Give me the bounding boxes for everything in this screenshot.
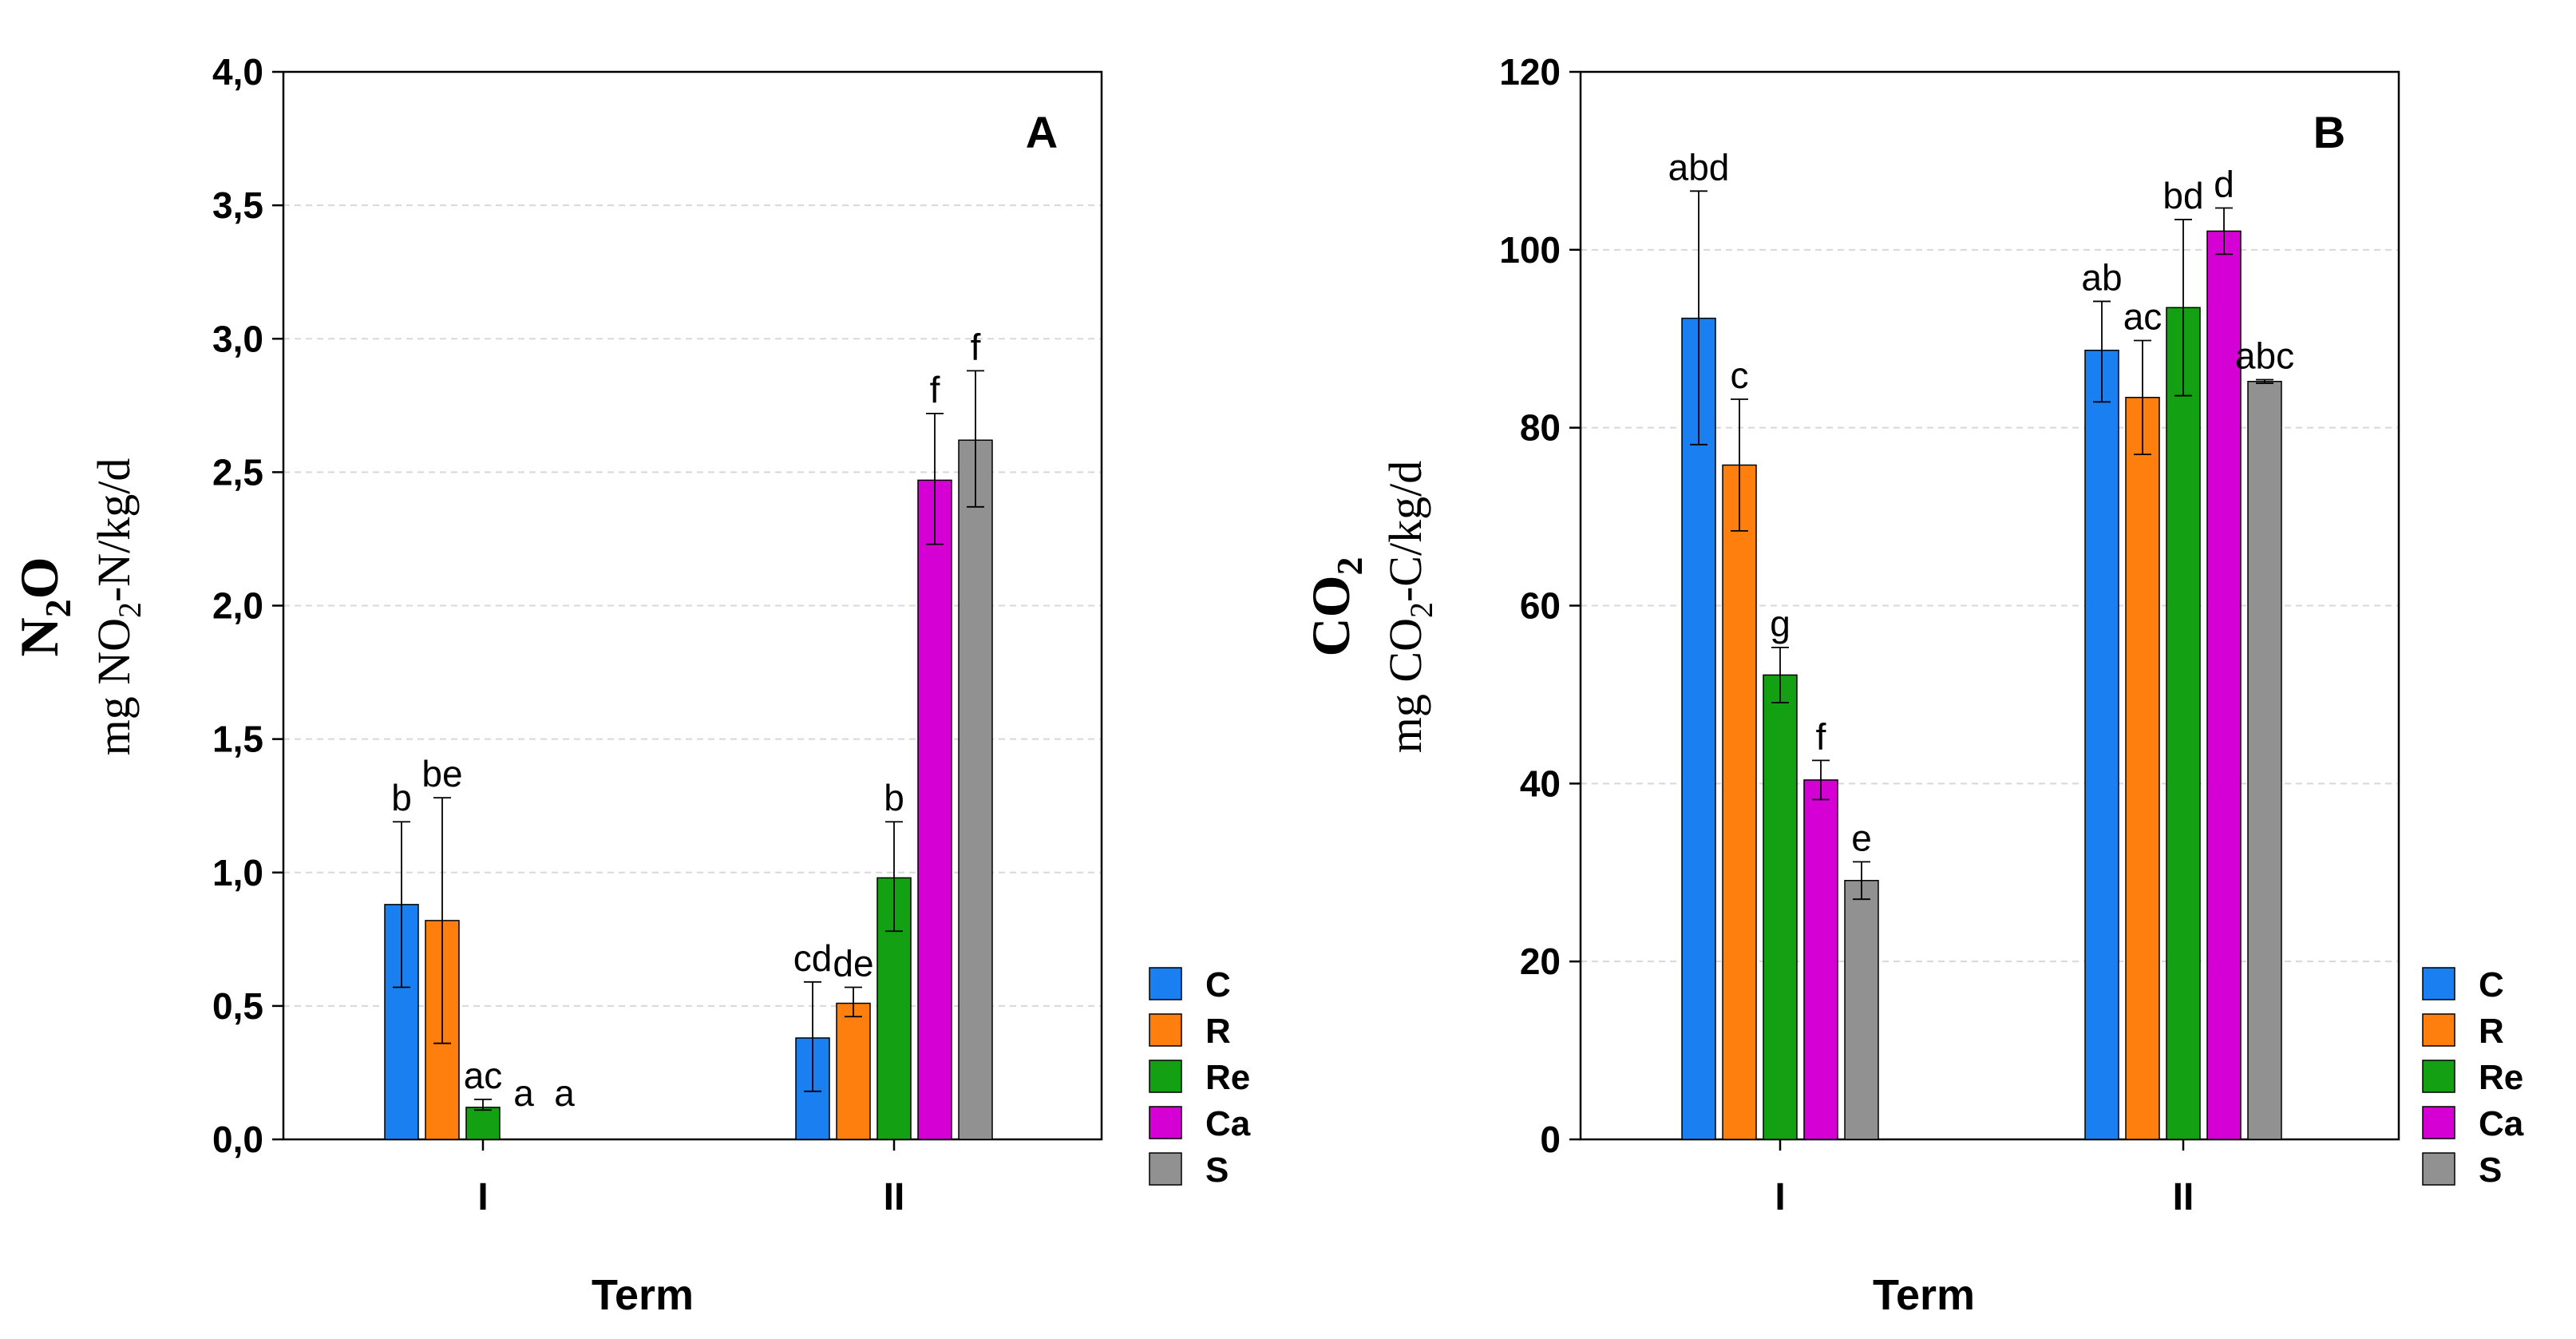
y-axis-unit-post: -C/kg/d [1379,461,1431,602]
legend-swatch-c [1149,967,1182,1000]
x-axis-title: Term [1873,1271,1975,1319]
y-axis-title-sub: 2 [1329,557,1370,576]
y-axis-unit-post: -N/kg/d [88,458,140,602]
y-axis-unit-sub: 2 [1403,602,1439,618]
legend-label-ca: Ca [1205,1104,1251,1143]
bar-s-i [1844,880,1879,1140]
legend-swatch-ca [1149,1106,1182,1139]
y-tick-label: 3,0 [212,318,263,359]
y-axis-title-main: CO [1300,576,1361,657]
legend-swatch-re [2422,1060,2455,1093]
legend-label-r: R [1205,1012,1231,1051]
bar-c-i [1681,317,1716,1140]
bar-ca-ii [917,479,952,1140]
legend-label-r: R [2479,1012,2504,1051]
significance-letter: f [971,326,981,367]
legend-swatch-c [2422,967,2455,1000]
bar-r-ii [2125,397,2160,1140]
significance-letter: abc [2235,335,2294,377]
y-axis-title: N2O [9,557,78,656]
y-tick-label: 2,5 [212,451,263,493]
y-axis-title: CO2 [1300,557,1370,657]
y-axis-unit: mg CO2-C/kg/d [1379,461,1439,753]
significance-letter: a [513,1072,534,1114]
y-tick-label: 0 [1540,1119,1561,1160]
y-axis-title-sub: 2 [38,599,78,617]
legend: CR Re Ca S [2422,965,2524,1190]
legend-swatch-r [2422,1013,2455,1047]
legend-label-re: Re [2479,1058,2523,1097]
significance-letter: g [1770,603,1791,644]
significance-letter: f [930,369,940,410]
bar-c-ii [2084,349,2119,1140]
bar-s-ii [958,439,993,1140]
bar-ca-i [1803,779,1838,1140]
bar-ca-ii [2206,230,2242,1140]
y-tick-label: 4,0 [212,51,263,93]
bar-r-i [1722,464,1757,1140]
y-tick-label: 1,5 [212,719,263,760]
y-tick-label: 20 [1520,941,1561,982]
y-tick-label: 40 [1520,763,1561,804]
significance-letter: ac [2123,295,2162,337]
x-tick-label: I [1775,1176,1785,1218]
legend-label-c: C [1205,965,1231,1004]
legend-label-s: S [1205,1151,1229,1190]
y-tick-label: 1,0 [212,852,263,893]
y-axis-unit-pre: mg NO [88,618,140,755]
significance-letter: b [391,777,412,818]
panel-label: B [2313,107,2345,157]
y-tick-label: 0,5 [212,985,263,1027]
x-tick-label: II [884,1176,905,1218]
y-axis-title-main: N [9,617,69,656]
y-tick-label: 60 [1520,585,1561,627]
panel-label: A [1026,107,1058,157]
y-axis-unit-sub: 2 [112,602,148,618]
significance-letter: a [554,1072,575,1114]
y-tick-label: 120 [1499,51,1561,93]
significance-letter: c [1731,355,1749,396]
legend-swatch-s [1149,1152,1182,1186]
significance-letter: ab [2081,256,2122,298]
y-tick-label: 80 [1520,407,1561,449]
x-tick-label: II [2173,1176,2194,1218]
significance-letter: de [833,942,873,984]
y-tick-label: 2,0 [212,585,263,627]
legend-swatch-s [2422,1152,2455,1186]
legend-label-re: Re [1205,1058,1250,1097]
legend: CR Re Ca S [1149,965,1251,1190]
x-axis-title: Term [592,1271,694,1319]
bar-re-i [1763,674,1798,1140]
x-tick-label: I [477,1176,488,1218]
significance-letter: e [1851,817,1872,858]
significance-letter: d [2214,163,2234,204]
significance-letter: bd [2162,175,2203,216]
legend-swatch-ca [2422,1106,2455,1139]
chart-panel-a: 0,00,51,01,52,02,53,03,54,0I IIbcdbedeacb… [9,51,1251,1319]
significance-letter: cd [793,937,833,979]
significance-letter: b [884,777,904,818]
y-tick-label: 3,5 [212,184,263,226]
significance-letter: abd [1668,146,1730,188]
bar-s-ii [2247,380,2282,1140]
legend-label-c: C [2479,965,2504,1004]
bar-re-i [465,1107,501,1140]
legend-label-ca: Ca [2479,1104,2524,1143]
bar-re-ii [2166,307,2201,1140]
y-axis-unit-pre: mg CO [1379,618,1431,753]
legend-swatch-re [1149,1060,1182,1093]
legend-label-s: S [2479,1151,2502,1190]
y-axis-unit: mg NO2-N/kg/d [88,458,148,756]
significance-letter: be [421,753,462,794]
bar-r-ii [836,1002,871,1140]
significance-letter: f [1816,715,1826,757]
y-tick-label: 100 [1499,229,1561,271]
y-tick-label: 0,0 [212,1119,263,1160]
y-axis-title-tail: O [9,557,69,599]
legend-swatch-r [1149,1013,1182,1047]
significance-letter: ac [464,1055,503,1096]
